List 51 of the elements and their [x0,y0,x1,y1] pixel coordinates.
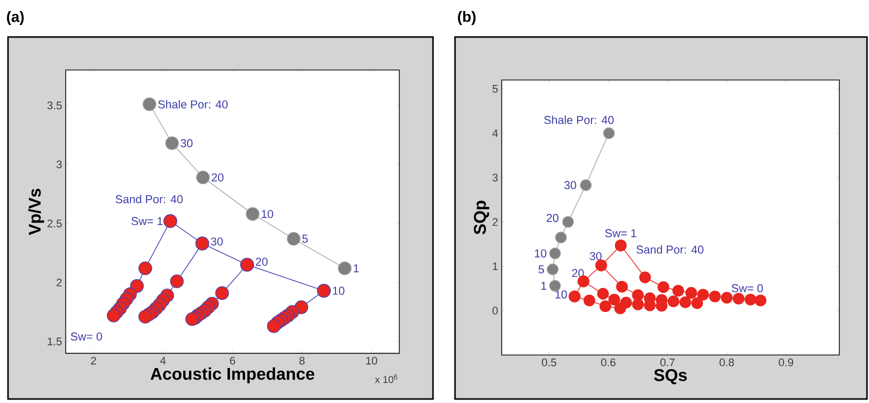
annotation: Sw= 1 [605,229,636,238]
annotation: Sw= 0 [732,284,763,292]
y-tick-label: 3 [56,160,62,168]
annotation: Sw= 0 [70,332,102,341]
y-tick-label: 2 [56,278,62,286]
x-tick-label: 6 [230,356,236,365]
annotation: 30 [210,237,223,246]
annotation: 10 [332,286,344,295]
x-axis-title: Acoustic Impedance [150,367,314,384]
annotation: 5 [302,234,308,243]
y-tick-label: 2 [492,218,498,226]
annotation: 30 [180,139,193,148]
x-tick-label: 4 [160,356,166,364]
annotation: 10 [262,210,274,218]
annotation: 10 [555,290,567,298]
annotation: 20 [546,214,558,222]
x-tick-label: 0.8 [720,358,734,366]
annotation: Sand Por: 40 [116,194,183,204]
y-axis-title: SQp [474,200,490,234]
annotation: 1 [354,264,359,272]
annotation: 10 [534,249,546,258]
y-tick-label: 5 [492,85,498,93]
y-tick-label: 2.5 [48,220,62,228]
x-tick-label: 0.5 [542,358,556,366]
y-tick-label: 1.5 [48,338,62,346]
annotation: Shale Por: 40 [544,116,614,124]
x-tick-label: 2 [91,356,96,364]
annotation: 5 [538,265,544,274]
annotation: Sand Por: 40 [636,245,704,254]
x-tick-label: 8 [299,356,305,365]
y-tick-label: 1 [492,262,498,270]
annotation: Sw= 1 [131,217,163,226]
x-tick-label: 0.7 [660,358,675,366]
annotation: Shale Por: 40 [158,100,228,108]
chart-title: (b) [458,11,476,25]
y-tick-label: 3.5 [47,102,62,110]
x-tick-label: 0.6 [601,358,616,366]
y-tick-label: 0 [492,306,498,315]
x-tick-label: 0.9 [778,358,794,366]
annotation: 30 [590,252,602,260]
y-axis-title: Vp/Vs [28,188,44,236]
chart-title: (a) [6,11,24,25]
x-tick-label: 10 [366,356,378,365]
x-axis-title: SQs [654,369,687,384]
annotation: 30 [564,181,576,190]
text: x 10$^{6}$ [375,374,398,384]
y-tick-label: 4 [492,129,498,137]
annotation: 1 [541,282,546,290]
y-tick-label: 3 [492,174,498,182]
annotation: 20 [256,258,268,266]
annotation: 20 [212,173,224,182]
